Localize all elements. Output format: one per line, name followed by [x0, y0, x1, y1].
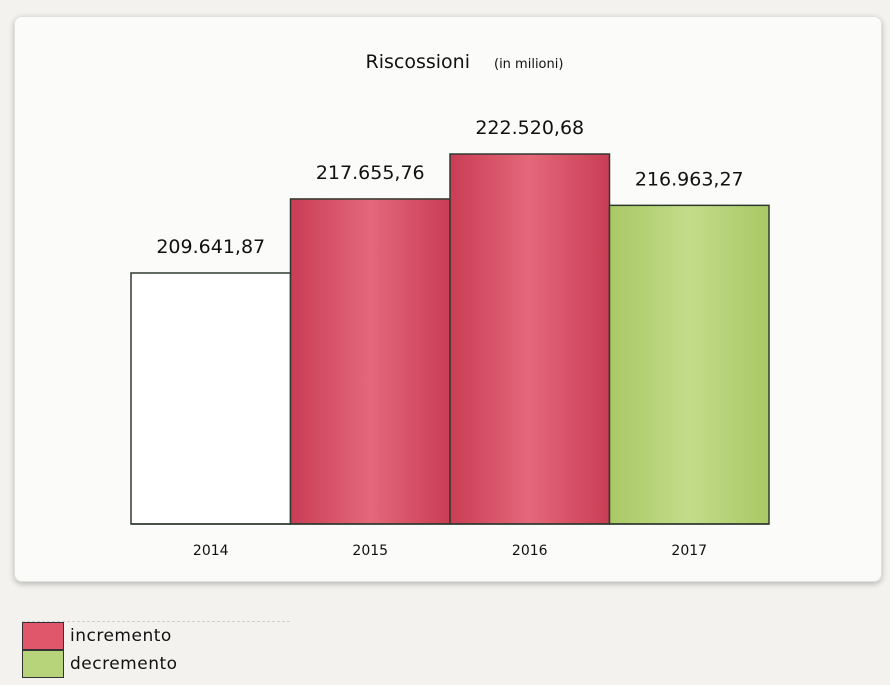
bars-layer: [130, 153, 770, 525]
legend-item-decremento: decremento: [22, 650, 290, 678]
bar-chart: Riscossioni (in milioni) 209.641,87 217.6…: [130, 51, 770, 559]
legend-swatch-decremento: [22, 650, 64, 678]
legend-label-decremento: decremento: [70, 654, 178, 674]
chart-subtitle: (in milioni): [494, 57, 563, 72]
x-tick-2017: 2017: [671, 543, 707, 559]
bar-2017: [608, 204, 770, 525]
x-tick-2014: 2014: [193, 543, 229, 559]
legend-label-incremento: incremento: [70, 626, 172, 646]
legend-item-incremento: incremento: [22, 622, 290, 650]
value-labels-layer: 209.641,87 217.655,76 222.520,68 216.963,27: [156, 117, 743, 258]
bar-2016: [449, 153, 611, 525]
value-label-2015: 217.655,76: [316, 162, 425, 184]
legend: incremento decremento: [22, 621, 290, 678]
bar-2014: [130, 272, 292, 525]
chart-title: Riscossioni: [366, 51, 470, 73]
x-tick-labels-layer: 2014 2015 2016 2017: [193, 543, 707, 559]
x-tick-2016: 2016: [512, 543, 548, 559]
value-label-2017: 216.963,27: [635, 168, 744, 190]
bar-2015: [289, 198, 451, 525]
legend-swatch-incremento: [22, 622, 64, 650]
x-tick-2015: 2015: [352, 543, 388, 559]
value-label-2014: 209.641,87: [156, 236, 265, 258]
value-label-2016: 222.520,68: [475, 117, 584, 139]
